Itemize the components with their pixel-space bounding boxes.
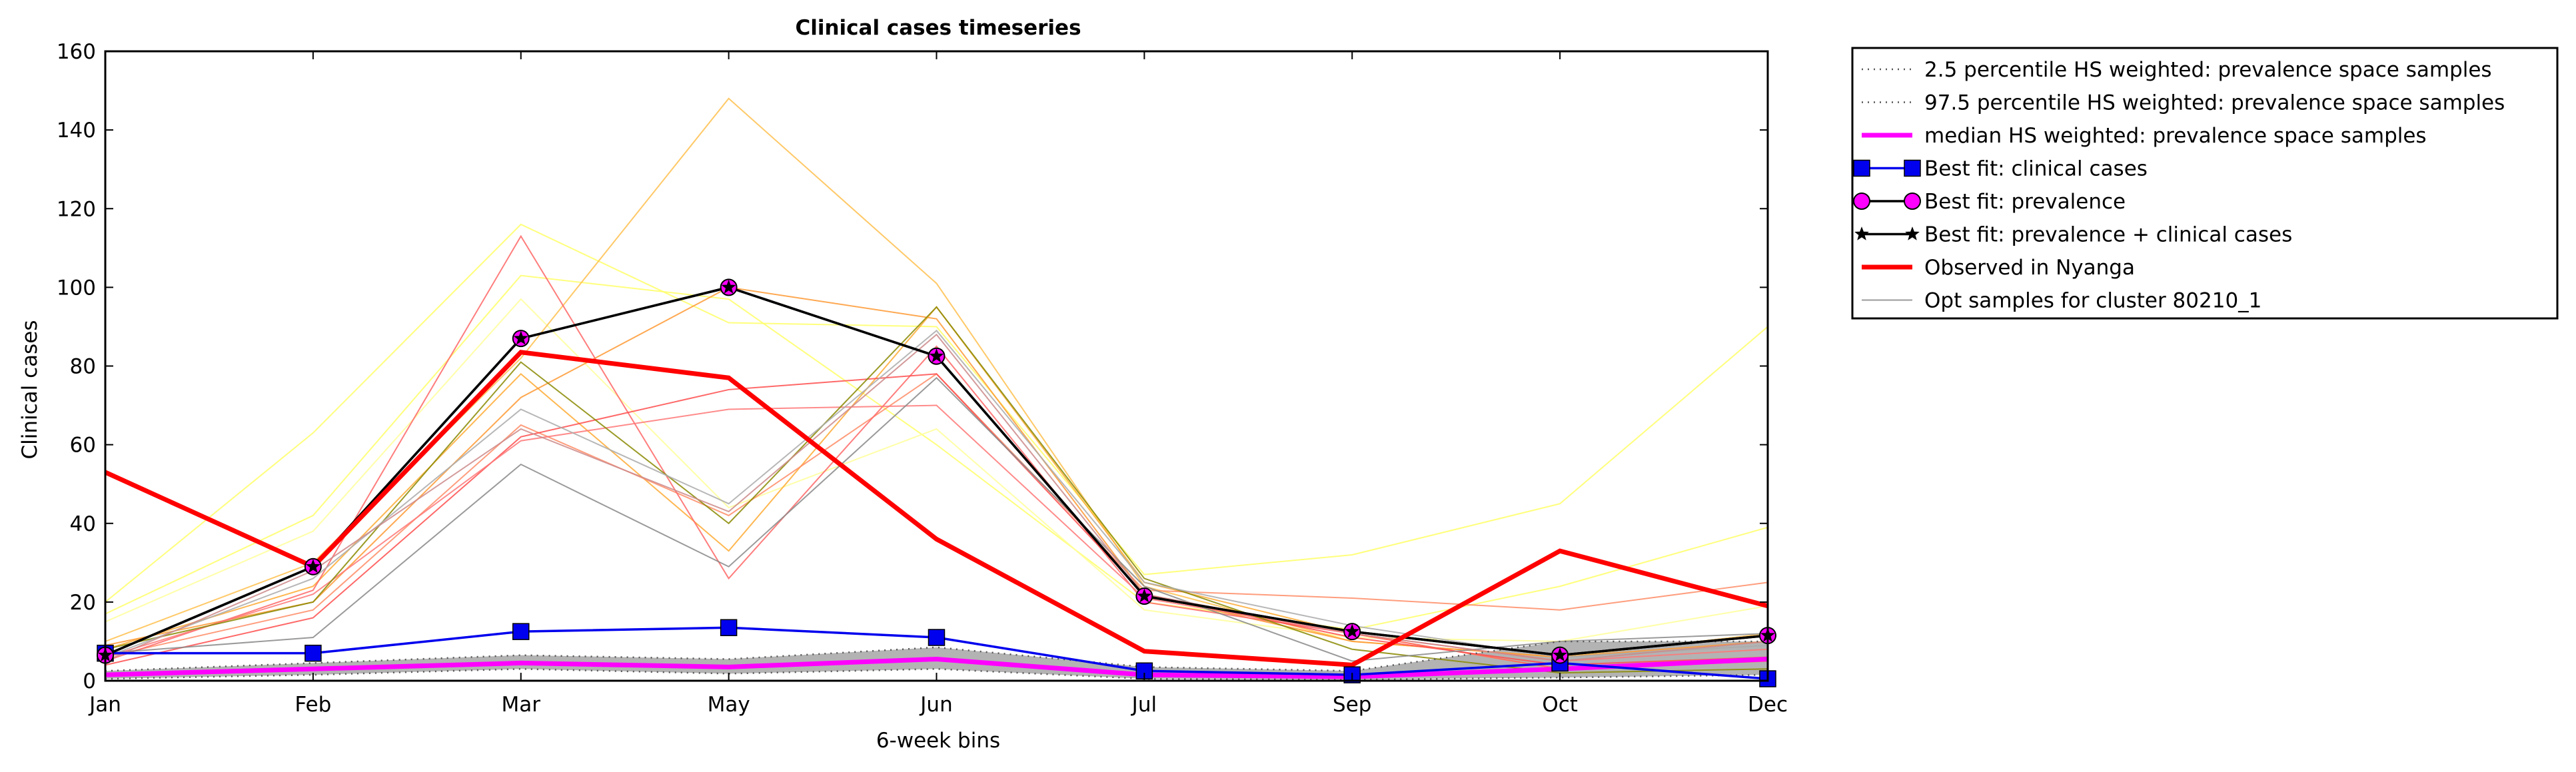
x-axis-label: 6-week bins — [876, 729, 1000, 753]
series-6-marker-2 — [306, 559, 321, 573]
series-4-marker-6 — [1135, 662, 1153, 679]
series-line-3 — [105, 657, 1768, 679]
y-tick-label-4: 60 — [70, 434, 96, 458]
series-4-marker-4 — [720, 619, 738, 637]
x-tick-label-7: Sep — [1333, 693, 1371, 717]
legend-label-2: 97.5 percentile HS weighted: prevalence … — [1924, 91, 2505, 115]
sample-line-9 — [105, 373, 1768, 666]
x-tick-label-4: May — [708, 693, 750, 717]
legend-label-4: Best fit: clinical cases — [1924, 157, 2148, 181]
plot-clip-group — [105, 97, 1768, 681]
y-tick-label-5: 80 — [70, 355, 96, 379]
series-4-marker-2 — [305, 644, 322, 662]
y-tick-label-1: 0 — [83, 669, 96, 693]
series-line-7 — [105, 350, 1768, 667]
legend-label-7: Observed in Nyanga — [1924, 256, 2135, 280]
series-line-6 — [105, 286, 1768, 657]
sample-line-3 — [105, 298, 1768, 642]
x-tick-label-5: Jun — [919, 693, 952, 717]
series-6-marker-6 — [1137, 588, 1152, 603]
legend-label-5: Best fit: prevalence — [1924, 190, 2126, 214]
x-tick-label-2: Feb — [295, 693, 331, 717]
legend-box — [1851, 47, 2559, 320]
sample-line-10 — [105, 404, 1768, 662]
axes-frame — [104, 50, 1769, 682]
x-tick-label-6: Jul — [1131, 693, 1157, 717]
series-6-marker-7 — [1345, 623, 1360, 638]
series-6-marker-5 — [929, 348, 944, 362]
legend-marker-a-6 — [1854, 226, 1869, 240]
series-4-marker-3 — [512, 623, 530, 640]
axes: 0 20 40 60 80 100 120 140 160 Jan Feb Mar May Jun Jul S… — [57, 40, 1788, 717]
legend-marker-a-4 — [1853, 159, 1870, 177]
sample-line-2 — [105, 274, 1768, 631]
y-tick-label-9: 160 — [57, 40, 96, 64]
legend-label-3: median HS weighted: prevalence space sam… — [1924, 124, 2427, 148]
y-tick-label-3: 40 — [70, 512, 96, 536]
chart-title: Clinical cases timeseries — [795, 16, 1081, 40]
y-tick-label-8: 140 — [57, 119, 96, 143]
legend: 2.5 percentile HS weighted: prevalence s… — [1851, 47, 2559, 320]
sample-line-7 — [105, 373, 1768, 658]
y-tick-label-7: 120 — [57, 197, 96, 221]
series-line-1 — [105, 668, 1768, 681]
x-tick-label-8: Oct — [1542, 693, 1578, 717]
legend-marker-a-5 — [1853, 193, 1870, 210]
y-tick-label-2: 20 — [70, 591, 96, 615]
series-line-5 — [105, 286, 1768, 657]
y-tick-label-6: 100 — [57, 276, 96, 300]
series-4-marker-5 — [928, 629, 946, 646]
legend-label-1: 2.5 percentile HS weighted: prevalence s… — [1924, 58, 2492, 82]
legend-label-8: Opt samples for cluster 80210_1 — [1924, 289, 2261, 313]
sample-line-6 — [105, 286, 1768, 658]
plot-area — [97, 97, 1776, 687]
series-6-marker-4 — [721, 279, 736, 294]
x-tick-label-9: Dec — [1748, 693, 1788, 717]
sample-line-1 — [105, 223, 1768, 603]
legend-label-6: Best fit: prevalence + clinical cases — [1924, 223, 2292, 247]
series-6-marker-8 — [1553, 647, 1567, 661]
x-tick-label-3: Mar — [502, 693, 541, 717]
legend-marker-b-4 — [1904, 159, 1921, 177]
legend-marker-b-5 — [1904, 193, 1921, 210]
sample-line-8 — [105, 234, 1768, 670]
y-axis-label: Clinical cases — [18, 320, 42, 459]
x-tick-label-1: Jan — [88, 693, 121, 717]
sample-line-14 — [105, 333, 1768, 662]
series-6-marker-3 — [513, 330, 528, 345]
legend-marker-b-6 — [1905, 226, 1920, 240]
